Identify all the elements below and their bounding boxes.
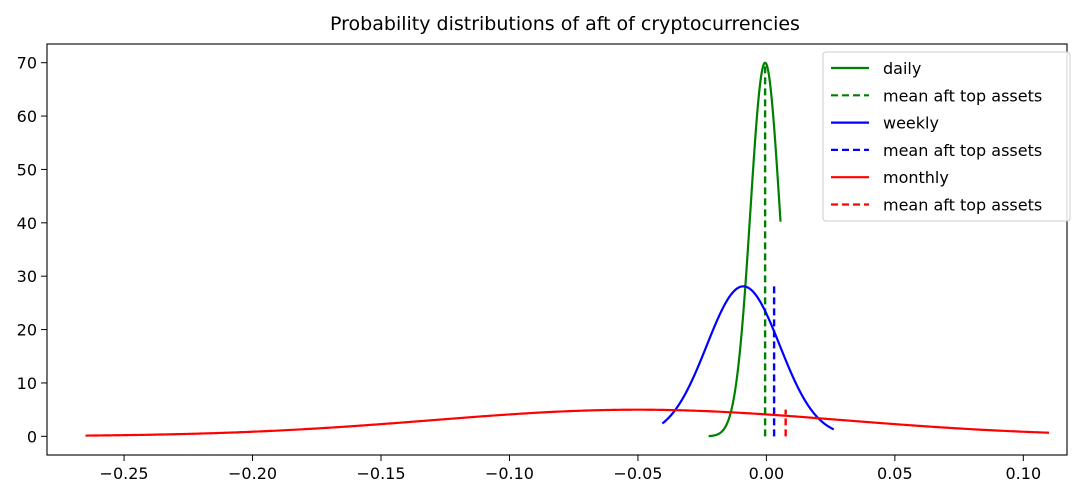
y-tick-label: 40 [17,214,37,233]
legend-label: daily [883,59,921,78]
y-tick-label: 0 [27,427,37,446]
chart-title: Probability distributions of aft of cryp… [330,13,800,35]
legend-label: mean aft top assets [883,196,1042,215]
legend-label: monthly [883,168,949,187]
x-tick-label: −0.25 [100,464,149,483]
axes: −0.25 −0.20 −0.15 −0.10 −0.05 0.00 0.05 0.10 0 10… [17,43,1068,483]
series-group [85,61,1050,438]
legend: daily mean aft top assets weekly mean aft t… [822,51,1071,222]
series-line-monthly [85,408,1050,437]
x-tick-label: −0.10 [485,464,534,483]
series-line-weekly [661,285,835,431]
y-tick-label: 20 [17,321,37,340]
legend-label: mean aft top assets [883,141,1042,160]
legend-box [822,51,1071,222]
axes-frame [46,43,1068,456]
x-tick-label: 0.05 [877,464,913,483]
legend-label: weekly [883,114,939,133]
x-tick-label: 0.10 [1006,464,1042,483]
y-tick-label: 30 [17,267,37,286]
x-tick-label: −0.05 [613,464,662,483]
y-tick-label: 60 [17,107,37,126]
y-tick-label: 10 [17,374,37,393]
x-tick-label: −0.15 [356,464,405,483]
legend-label: mean aft top assets [883,86,1042,105]
x-tick-label: 0.00 [749,464,785,483]
y-tick-label: 50 [17,160,37,179]
plot-area [85,61,1050,438]
y-tick-label: 70 [17,54,37,73]
x-tick-label: −0.20 [228,464,277,483]
series-line-daily [708,61,782,438]
